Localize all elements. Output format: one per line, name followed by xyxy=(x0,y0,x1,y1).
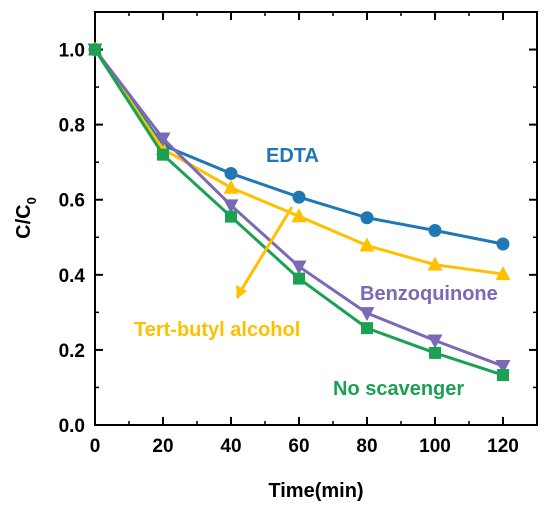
annotation-benzoquinone: Benzoquinone xyxy=(360,283,498,305)
no-scavenger-point-6 xyxy=(497,369,509,382)
no-scavenger-point-2 xyxy=(225,210,237,223)
y-axis-title-subscript: 0 xyxy=(24,197,39,204)
benzoquinone-point-6 xyxy=(495,360,511,375)
annotation-no-scavenger: No scavenger xyxy=(333,378,464,400)
edta-point-4 xyxy=(360,211,374,225)
series-layer xyxy=(87,41,511,382)
y-axis-title-main: C/C xyxy=(13,204,35,238)
no-scavenger-point-5 xyxy=(429,346,441,359)
tert-butyl-alcohol-arrowhead xyxy=(236,285,247,299)
ticks-layer xyxy=(94,11,537,426)
x-tick-labels: 0 20 40 60 80 100 120 xyxy=(90,436,519,457)
y-tick-label-5: 1.0 xyxy=(59,41,85,62)
x-tick-label-2: 40 xyxy=(220,436,241,457)
y-tick-label-3: 0.6 xyxy=(59,191,85,212)
y-tick-label-2: 0.4 xyxy=(59,266,86,287)
tert-butyl-alcohol-point-4 xyxy=(359,237,375,252)
x-tick-label-3: 60 xyxy=(288,436,309,457)
plot-frame xyxy=(94,11,538,426)
y-tick-labels: 0.0 0.2 0.4 0.6 0.8 1.0 xyxy=(59,41,86,437)
no-scavenger-point-0 xyxy=(89,43,101,56)
x-tick-label-0: 0 xyxy=(90,436,101,457)
tert-butyl-alcohol-arrow xyxy=(235,206,294,298)
no-scavenger-point-1 xyxy=(157,148,169,161)
x-tick-label-1: 20 xyxy=(152,436,173,457)
edta-point-6 xyxy=(496,237,510,251)
no-scavenger-point-4 xyxy=(361,322,373,335)
tert-butyl-alcohol-point-3 xyxy=(291,208,307,223)
tert-butyl-alcohol-point-2 xyxy=(223,179,239,194)
no-scavenger-point-3 xyxy=(293,272,305,285)
edta-point-2 xyxy=(224,166,238,180)
x-tick-label-5: 100 xyxy=(419,436,451,457)
x-axis-title: Time(min) xyxy=(268,480,363,502)
x-tick-label-6: 120 xyxy=(487,436,519,457)
benzoquinone-point-3 xyxy=(291,260,307,275)
y-tick-label-1: 0.2 xyxy=(59,341,85,362)
tert-butyl-alcohol-point-6 xyxy=(495,266,511,281)
y-axis-title: C/C0 xyxy=(13,197,39,239)
benzoquinone-point-2 xyxy=(223,199,239,214)
series-no-scavenger xyxy=(89,43,509,382)
axes-layer xyxy=(94,11,538,426)
annotation-edta: EDTA xyxy=(266,145,319,167)
edta-point-5 xyxy=(428,224,442,238)
tert-butyl-alcohol-point-5 xyxy=(427,256,443,271)
y-tick-label-4: 0.8 xyxy=(59,116,85,137)
benzoquinone-point-1 xyxy=(155,132,171,147)
y-tick-label-0: 0.0 xyxy=(59,416,85,437)
annotation-tert-butyl-alcohol: Tert-butyl alcohol xyxy=(134,319,300,341)
benzoquinone-point-5 xyxy=(427,334,443,349)
benzoquinone-point-4 xyxy=(359,307,375,322)
edta-point-3 xyxy=(292,190,306,204)
x-tick-label-4: 80 xyxy=(356,436,377,457)
